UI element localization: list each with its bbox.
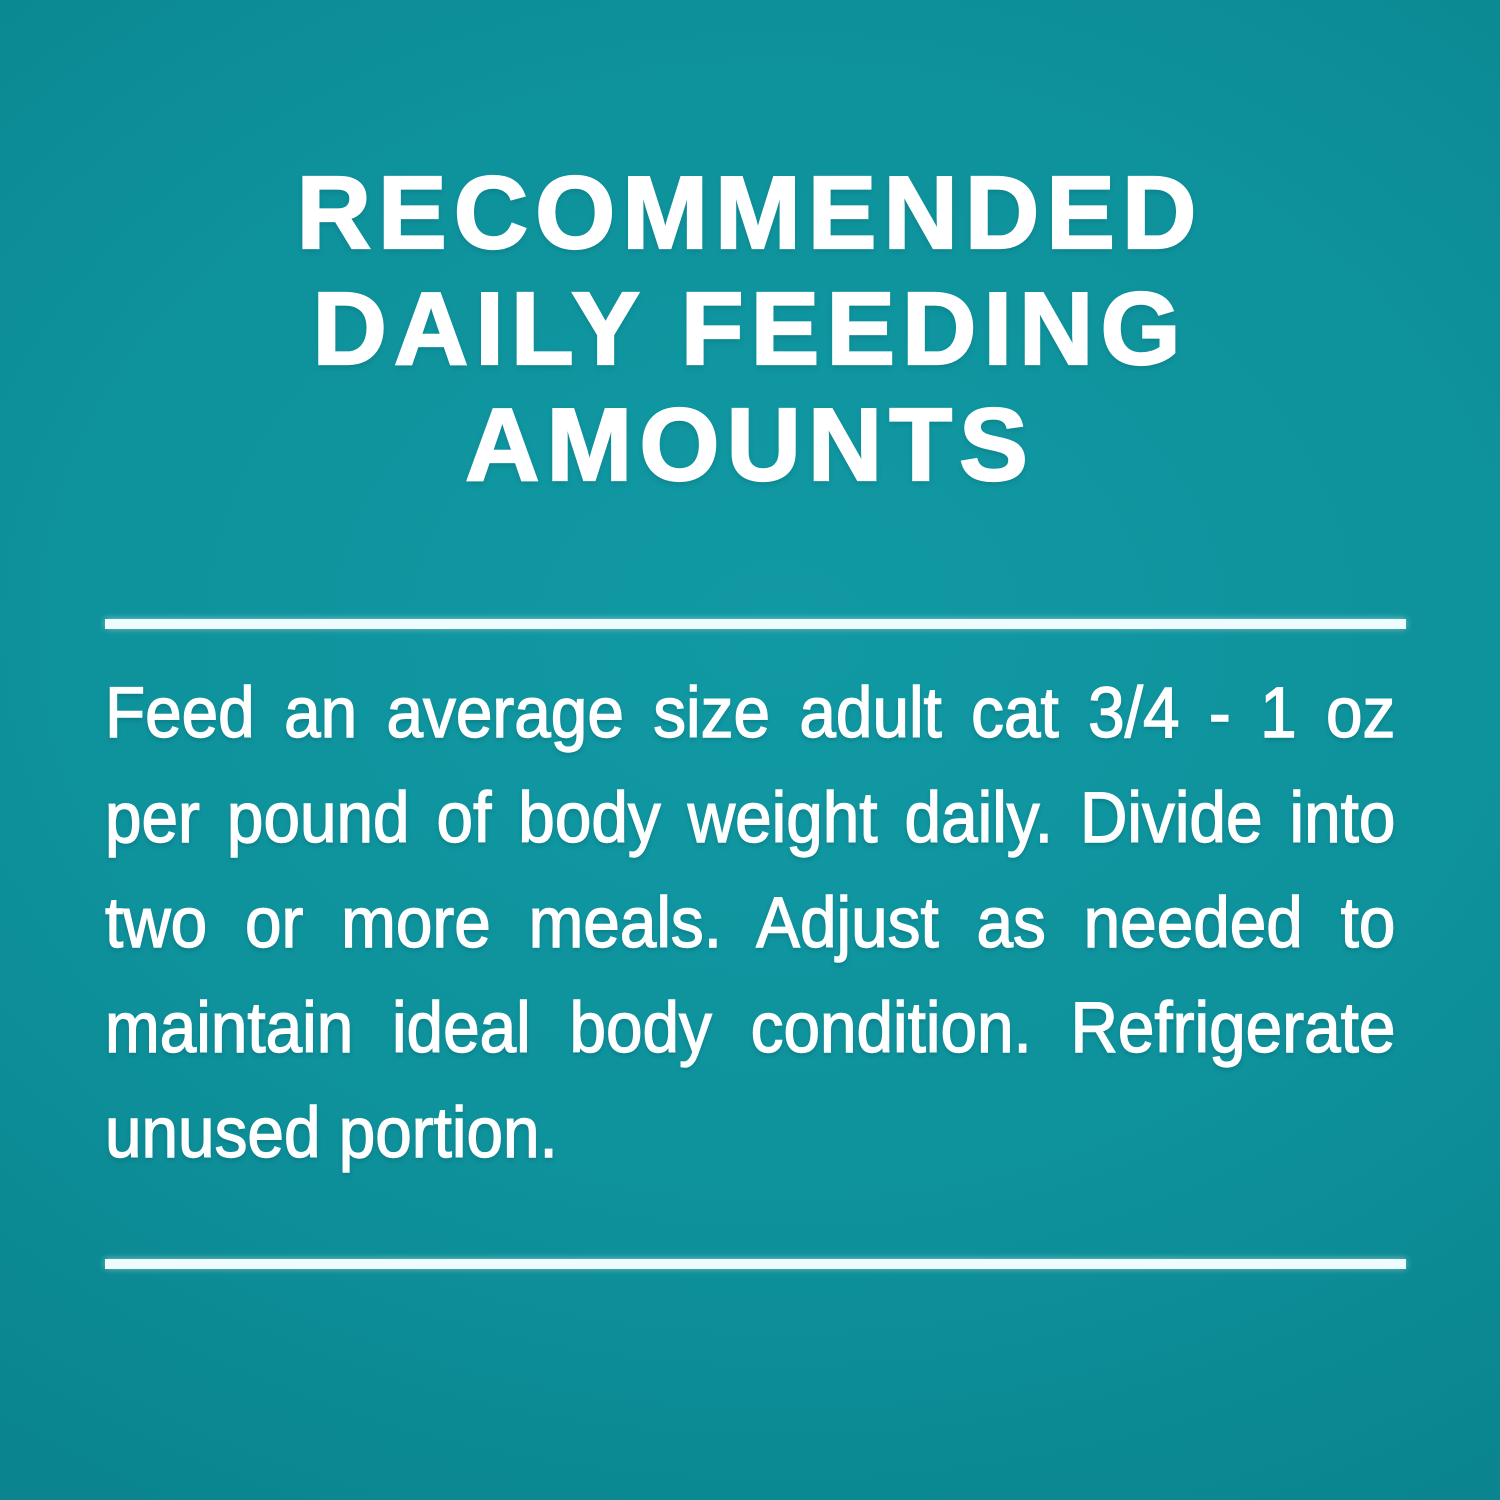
- feeding-instructions: Feed an average size adult cat 3/4 - 1 o…: [104, 661, 1396, 1186]
- title-line-3: AMOUNTS: [464, 386, 1035, 503]
- title-line-2: DAILY FEEDING: [311, 270, 1188, 387]
- title-line-1: RECOMMENDED: [296, 154, 1204, 271]
- instruction-line-2: per pound of body weight daily. Divide i…: [104, 778, 1396, 858]
- page-title: RECOMMENDED DAILY FEEDING AMOUNTS: [0, 154, 1500, 503]
- divider-bottom: [105, 1259, 1406, 1269]
- instruction-line-4: maintain ideal body condition. Refrigera…: [104, 988, 1396, 1068]
- divider-top: [105, 619, 1406, 629]
- instruction-line-1: Feed an average size adult cat 3/4 - 1 o…: [104, 673, 1396, 753]
- instruction-line-5: unused portion.: [104, 1093, 558, 1173]
- instruction-line-3: two or more meals. Adjust as needed to: [104, 883, 1396, 963]
